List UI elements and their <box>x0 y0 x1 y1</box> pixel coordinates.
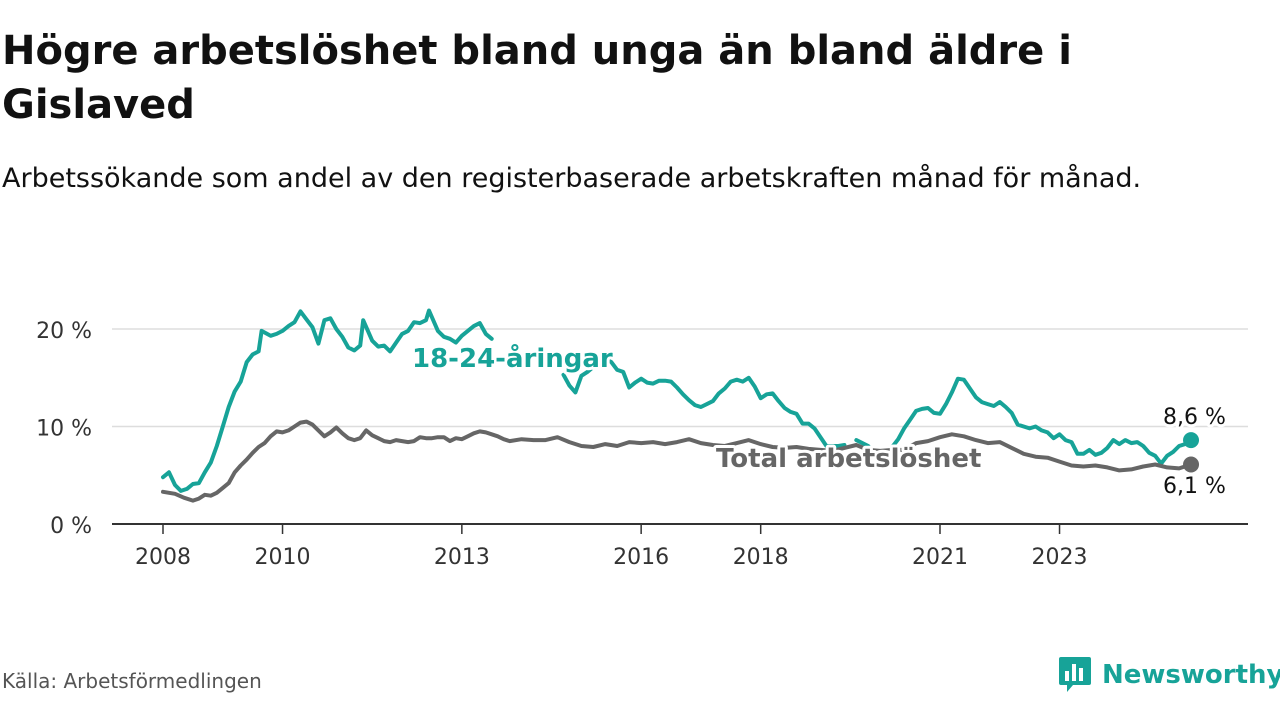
chart-title: Högre arbetslöshet bland unga än bland ä… <box>2 28 1072 128</box>
brand-logo[interactable]: Newsworthy <box>1058 655 1280 695</box>
end-value-total: 6,1 % <box>1163 474 1226 499</box>
y-tick-label: 0 % <box>50 514 92 539</box>
x-tick-label: 2016 <box>613 545 669 570</box>
end-point-marker <box>1183 432 1200 449</box>
chart-subtitle: Arbetssökande som andel av den registerb… <box>2 163 1142 194</box>
gridlines <box>112 328 1248 428</box>
x-tick-label: 2023 <box>1032 545 1088 570</box>
end-point-marker <box>1183 456 1200 473</box>
x-axis <box>112 523 1248 534</box>
series-lines <box>161 308 1200 503</box>
newsworthy-logo-icon <box>1059 657 1091 692</box>
x-tick-label: 2008 <box>135 545 191 570</box>
y-tick-label: 10 % <box>36 417 92 442</box>
y-axis-labels: 0 % 10 % 20 % <box>36 319 92 539</box>
series-labels: 18-24-åringar Total arbetslöshet 8,6 % 6,1 … <box>409 339 1229 502</box>
x-tick-label: 2021 <box>912 545 968 570</box>
end-value-young: 8,6 % <box>1163 405 1226 430</box>
series-line-total <box>161 419 1193 503</box>
x-tick-label: 2010 <box>255 545 311 570</box>
series-label-total: Total arbetslöshet <box>716 444 981 474</box>
y-tick-label: 20 % <box>36 319 92 344</box>
x-axis-labels: 2008 2010 2013 2016 2018 2021 2023 <box>135 545 1088 570</box>
x-tick-label: 2013 <box>434 545 490 570</box>
source-note: Källa: Arbetsförmedlingen <box>2 669 262 693</box>
x-tick-label: 2018 <box>733 545 789 570</box>
brand-name: Newsworthy <box>1102 660 1280 690</box>
series-line-young <box>161 308 1193 493</box>
series-label-young: 18-24-åringar <box>412 342 613 374</box>
